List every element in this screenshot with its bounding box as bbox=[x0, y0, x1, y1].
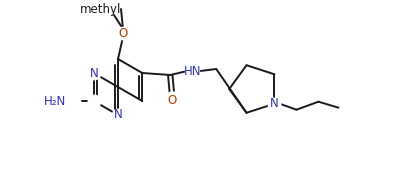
Text: N: N bbox=[270, 97, 279, 110]
Text: O: O bbox=[119, 26, 128, 40]
Text: N: N bbox=[89, 67, 98, 79]
Text: methyl: methyl bbox=[80, 3, 122, 16]
Text: O: O bbox=[168, 93, 177, 107]
Text: N: N bbox=[114, 108, 122, 122]
Text: O: O bbox=[119, 26, 128, 40]
Text: HN: HN bbox=[184, 64, 201, 78]
Text: H₂N: H₂N bbox=[43, 95, 66, 108]
